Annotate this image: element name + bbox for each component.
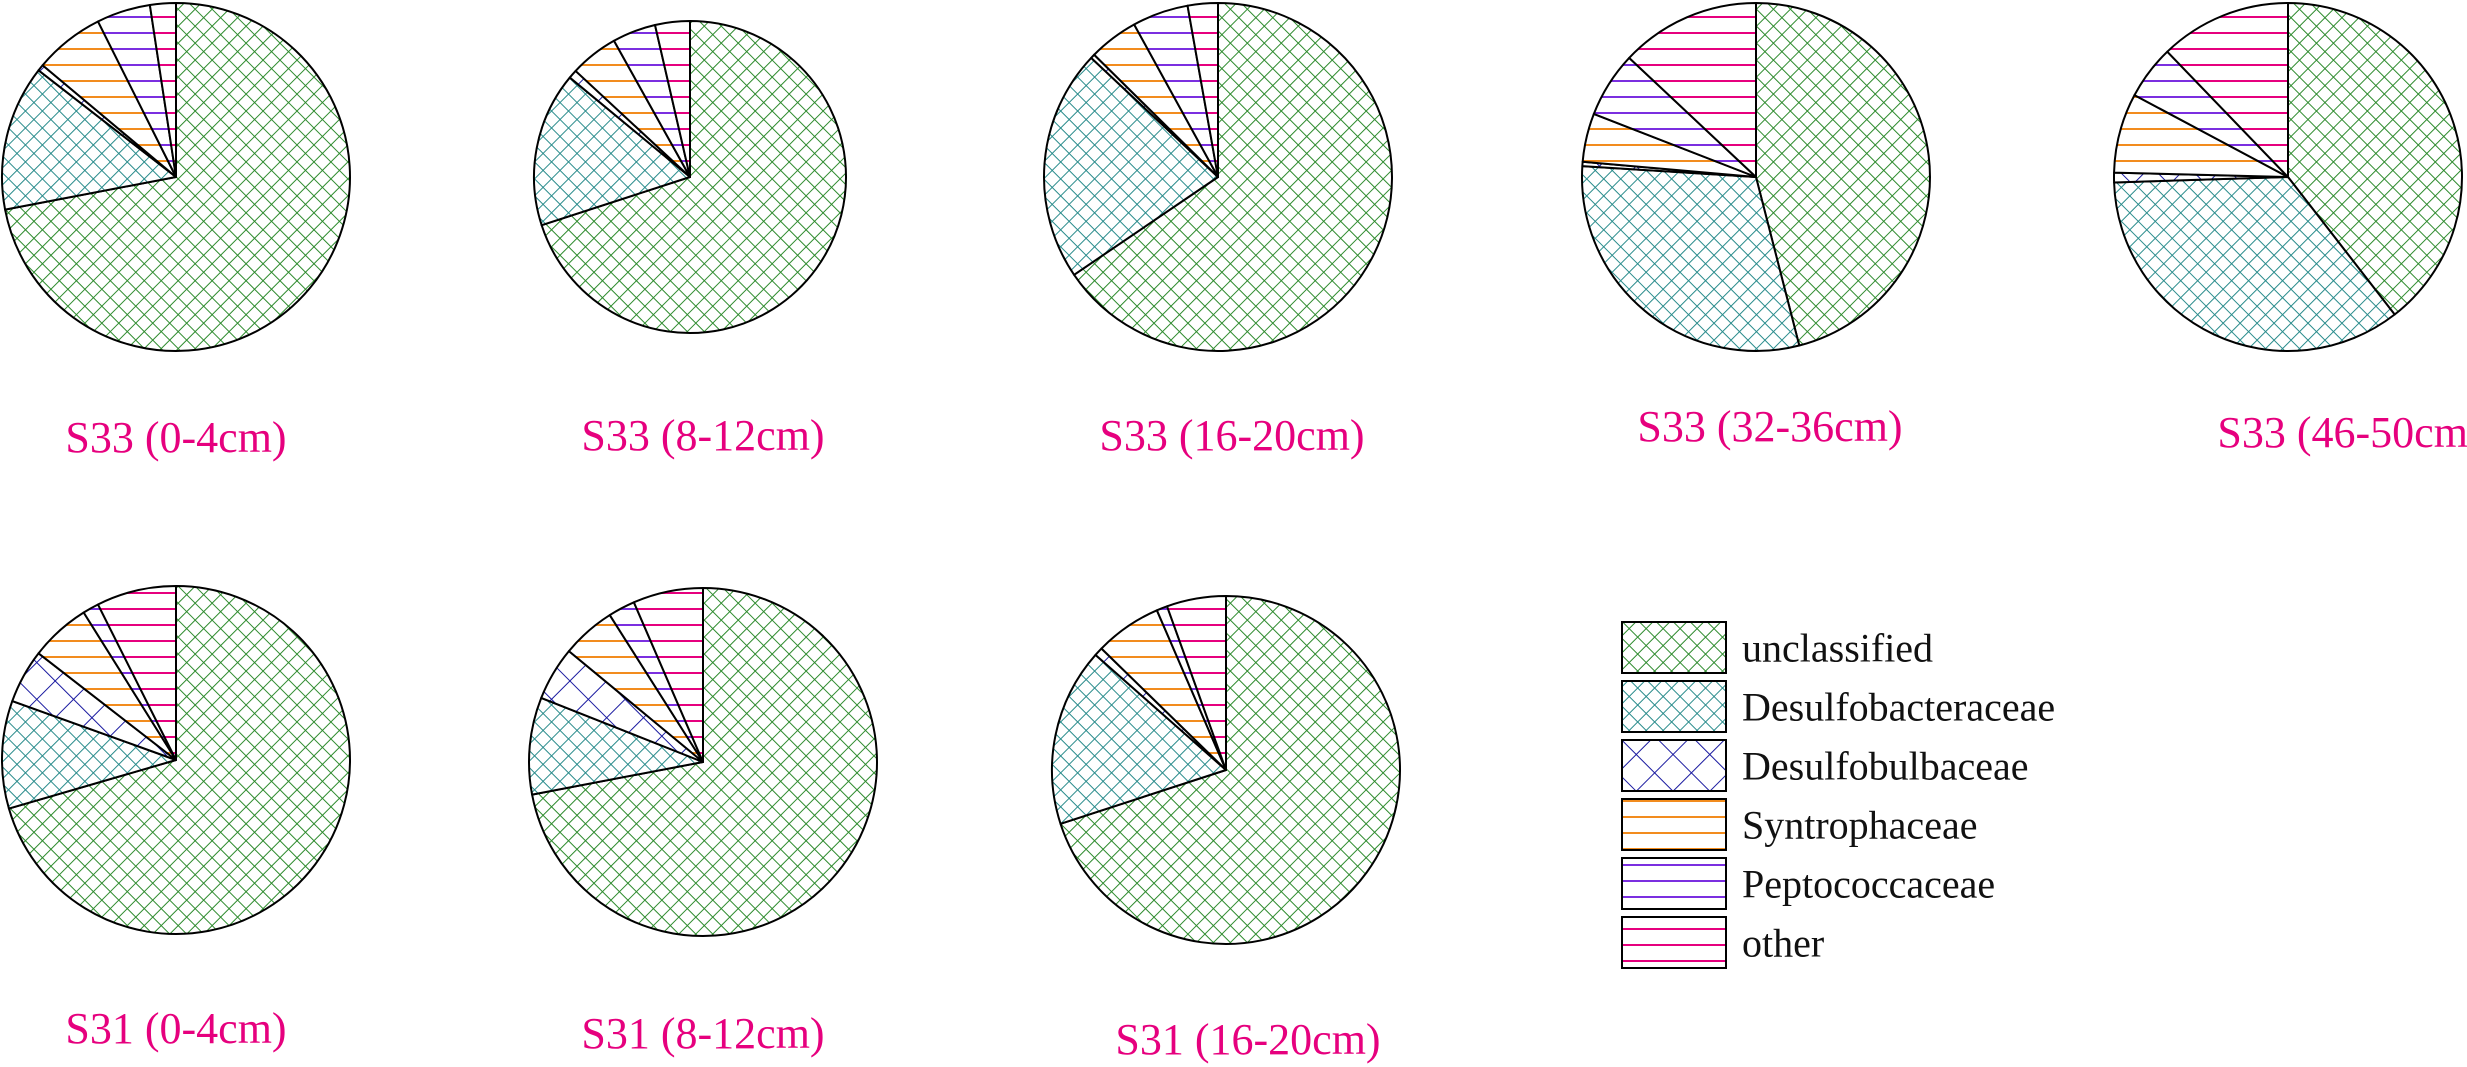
legend-swatch [1621,739,1727,792]
pie-slice-other [1186,2,1219,178]
pie-slice-other [2166,2,2289,178]
pie-slice-unclassified [2287,2,2463,316]
pie-slice-desulfobacteraceae [533,76,691,227]
legend-swatch [1621,916,1727,969]
pie-slice-desulfobacteraceae [1043,56,1219,276]
legend-item-unclassified: unclassified [1621,621,1933,674]
pie-slice-desulfobacteraceae [2113,176,2396,352]
legend-label: Desulfobacteraceae [1742,685,2055,730]
legend-item-desulfobulbaceae: Desulfobulbaceae [1621,739,2029,792]
pie-slice-desulfobacteraceae [1051,653,1227,825]
pie-slice-other [96,585,177,761]
pie-4: S33 (32-36cm) [1580,2,1931,451]
pie-slice-desulfobacteraceae [1,700,177,810]
legend-swatch [1621,798,1727,851]
pie-title: S33 (32-36cm) [1637,402,1902,451]
legend: unclassified Desulfobacteraceae Desulfobul… [1621,621,2055,969]
pie-title: S31 (8-12cm) [581,1009,824,1058]
pie-3: S33 (16-20cm) [1043,2,1393,460]
legend-swatch [1621,857,1727,910]
pie-title: S33 (16-20cm) [1099,411,1364,460]
pie-slice-unclassified [1073,2,1393,352]
legend-item-desulfobacteraceae: Desulfobacteraceae [1621,680,2055,733]
pie-7: S31 (8-12cm) [528,587,878,1058]
pie-6: S31 (0-4cm) [1,585,351,1053]
legend-label: unclassified [1742,626,1933,671]
legend-label: Syntrophaceae [1742,803,1977,848]
legend-item-other: other [1621,916,1824,969]
pie-5: S33 (46-50cm) [2113,2,2467,457]
pie-slice-other [1166,595,1227,771]
pie-slice-unclassified [4,2,351,352]
pie-slice-other [148,1,177,178]
pie-slice-unclassified [7,585,351,935]
legend-swatch [1621,621,1727,674]
pie-slice-desulfobacteraceae [1,69,177,211]
legend-label: other [1742,921,1824,966]
legend-item-peptococcaceae: Peptococcaceae [1621,857,1995,910]
pie-2: S33 (8-12cm) [533,19,847,460]
legend-label: Peptococcaceae [1742,862,1995,907]
pie-slice-other [632,587,704,763]
pie-slice-unclassified [531,587,878,937]
pie-slice-unclassified [540,20,847,334]
pie-title: S33 (8-12cm) [581,411,824,460]
pie-title: S31 (0-4cm) [65,1004,286,1053]
pie-slice-unclassified [1059,595,1402,945]
legend-item-syntrophaceae: Syntrophaceae [1621,798,1977,851]
pie-1: S33 (0-4cm) [1,1,351,462]
pie-8: S31 (16-20cm) [1051,595,1402,1064]
pie-title: S33 (46-50cm) [2217,408,2467,457]
pie-title: S33 (0-4cm) [65,413,286,462]
pie-slice-unclassified [1755,2,1931,347]
pie-slice-desulfobacteraceae [528,696,704,796]
legend-label: Desulfobulbaceae [1742,744,2029,789]
legend-swatch [1621,680,1727,733]
pie-slice-other [1628,2,1757,178]
pie-slice-other [654,19,691,178]
pie-slice-desulfobacteraceae [1580,165,1801,352]
pie-title: S31 (16-20cm) [1115,1015,1380,1064]
